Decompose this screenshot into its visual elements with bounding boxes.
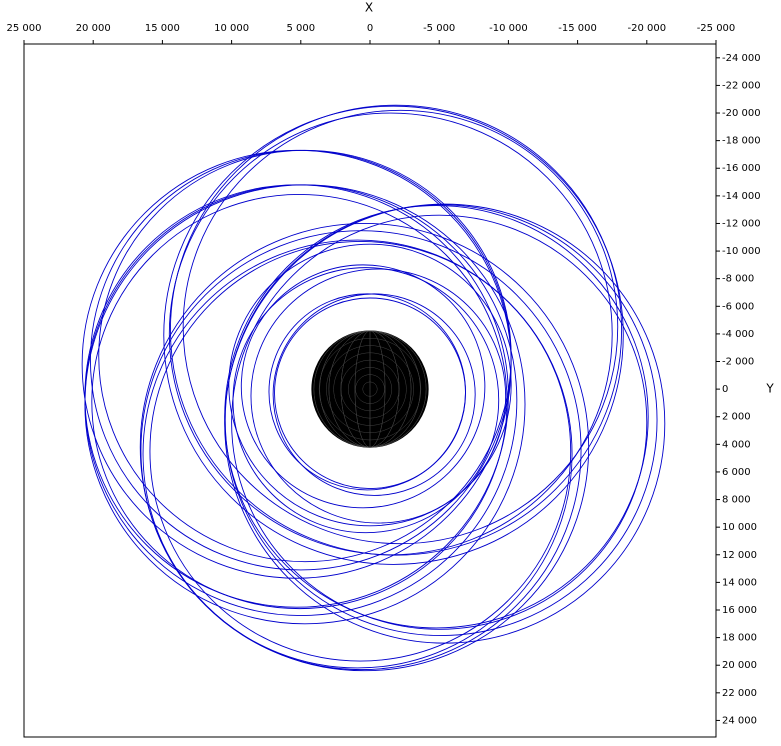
y-tick-label: -6 000 [722,301,754,312]
orbit [139,223,590,672]
y-tick-label: -24 000 [722,53,761,64]
y-tick-label: 2 000 [722,412,751,423]
orbit [182,109,619,545]
earth-parallel [362,381,378,397]
y-tick-label: 0 [722,384,728,395]
earth-parallel [347,367,393,412]
y-tick-label: 20 000 [722,660,757,671]
x-tick-label: -5 000 [423,23,455,34]
x-tick-label: -20 000 [627,23,666,34]
y-tick-label: 24 000 [722,715,757,726]
y-tick-label: -8 000 [722,274,754,285]
orbit [81,149,512,579]
orbit [224,204,658,636]
x-tick-label: 10 000 [214,23,249,34]
y-tick-label: -20 000 [722,108,761,119]
earth-parallel [326,345,414,433]
orbit [140,230,582,671]
orbit [169,104,623,556]
y-tick-label: -4 000 [722,329,754,340]
y-tick-label: 18 000 [722,633,757,644]
y-tick-label: 10 000 [722,522,757,533]
orbit [84,184,526,625]
orbit [168,112,613,556]
y-tick-label: -14 000 [722,191,761,202]
orbit [149,240,572,662]
orbit [272,293,476,496]
x-tick-label: -10 000 [489,23,528,34]
y-tick-label: -10 000 [722,246,761,257]
y-tick-label: 14 000 [722,577,757,588]
y-tick-label: -16 000 [722,163,761,174]
x-tick-label: 20 000 [76,23,111,34]
x-tick-label: 15 000 [145,23,180,34]
y-tick-label: 22 000 [722,688,757,699]
y-tick-label: 4 000 [722,439,751,450]
x-tick-label: 25 000 [7,23,42,34]
orbit [232,267,500,534]
y-tick-label: -22 000 [722,80,761,91]
y-tick-label: -12 000 [722,218,761,229]
earth-meridian [313,330,427,448]
y-axis-label: Y [765,382,774,396]
x-tick-label: -25 000 [697,23,736,34]
y-tick-label: -18 000 [722,136,761,147]
earth-parallel [318,338,422,441]
y-tick-label: 16 000 [722,605,757,616]
orbit [163,105,624,565]
y-tick-label: 12 000 [722,550,757,561]
orbit [250,268,507,524]
y-tick-label: 6 000 [722,467,751,478]
x-tick-label: 0 [367,23,373,34]
earth-parallel [340,359,400,419]
x-tick-label: -15 000 [558,23,597,34]
earth-parallel [333,352,407,426]
earth-parallel [355,374,385,404]
x-tick-label: 5 000 [286,23,315,34]
y-tick-label: -2 000 [722,357,754,368]
x-axis-label: X [365,1,373,15]
y-tick-label: 8 000 [722,495,751,506]
orbit [228,243,512,527]
orbit [231,214,648,630]
orbit [224,203,666,644]
orbit [240,264,486,509]
orbit [142,239,573,669]
